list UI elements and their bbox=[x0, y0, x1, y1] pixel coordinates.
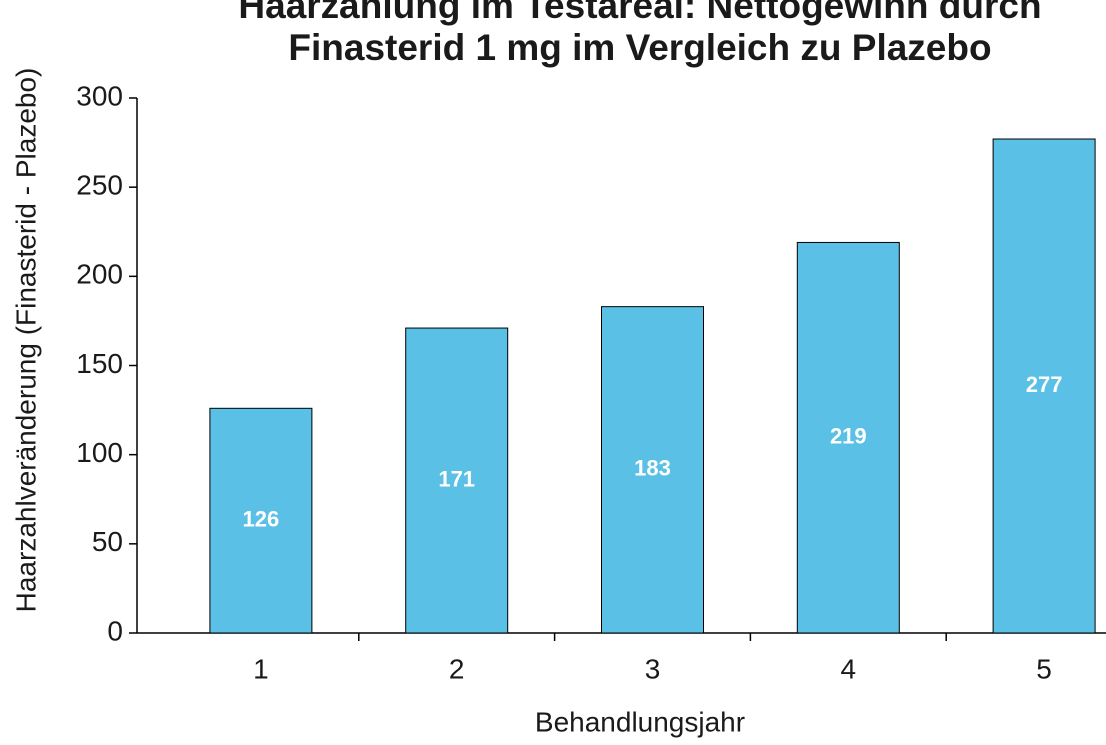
y-tick-label: 300 bbox=[76, 80, 123, 111]
y-tick-label: 0 bbox=[107, 615, 123, 646]
chart-title: Haarzählung im Testareal: Nettogewinn du… bbox=[238, 0, 1041, 26]
bar bbox=[209, 407, 313, 634]
value-label: 171 bbox=[438, 466, 475, 491]
value-label: 126 bbox=[243, 506, 280, 531]
value-label: 219 bbox=[830, 424, 867, 449]
y-tick-label: 250 bbox=[76, 170, 123, 201]
x-axis-label: Behandlungsjahr bbox=[535, 706, 745, 737]
value-label: 183 bbox=[634, 456, 671, 481]
value-label: 277 bbox=[1026, 372, 1063, 397]
x-tick-label: 1 bbox=[253, 653, 269, 684]
chart-title: Finasterid 1 mg im Vergleich zu Plazebo bbox=[288, 27, 991, 68]
bar bbox=[992, 138, 1096, 634]
x-tick-label: 3 bbox=[645, 653, 661, 684]
x-tick-label: 2 bbox=[449, 653, 465, 684]
y-tick-label: 150 bbox=[76, 348, 123, 379]
y-axis-label: Haarzahlveränderung (Finasterid - Plazeb… bbox=[10, 68, 41, 613]
x-tick-label: 5 bbox=[1036, 653, 1052, 684]
bar bbox=[796, 241, 900, 634]
bar bbox=[405, 327, 509, 634]
x-tick-label: 4 bbox=[841, 653, 857, 684]
y-tick-label: 50 bbox=[92, 526, 123, 557]
y-tick-label: 200 bbox=[76, 259, 123, 290]
bar bbox=[601, 306, 704, 634]
y-tick-label: 100 bbox=[76, 437, 123, 468]
